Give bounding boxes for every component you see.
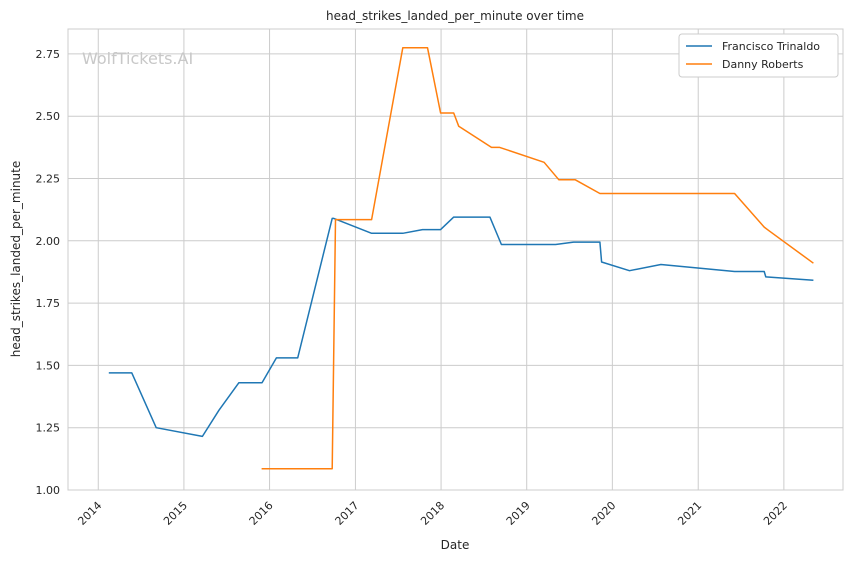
x-tick-label: 2020 bbox=[589, 499, 618, 528]
y-axis-label: head_strikes_landed_per_minute bbox=[9, 161, 23, 358]
gridlines bbox=[68, 29, 843, 491]
x-tick-label: 2015 bbox=[161, 499, 190, 528]
x-tick-label: 2018 bbox=[418, 499, 447, 528]
y-tick-label: 2.25 bbox=[36, 173, 61, 186]
y-tick-label: 2.00 bbox=[36, 235, 61, 248]
x-tick-label: 2022 bbox=[761, 499, 790, 528]
series-line-francisco-trinaldo bbox=[108, 216, 814, 438]
y-tick-label: 1.50 bbox=[36, 359, 61, 372]
x-tick-label: 2021 bbox=[675, 499, 704, 528]
x-tick-label: 2019 bbox=[504, 499, 533, 528]
y-tick-label: 1.75 bbox=[36, 297, 61, 310]
legend-label-trinaldo: Francisco Trinaldo bbox=[722, 40, 820, 53]
series-lines bbox=[108, 46, 814, 470]
legend-label-roberts: Danny Roberts bbox=[722, 58, 804, 71]
y-tick-labels: 1.00 1.25 1.50 1.75 2.00 2.25 2.50 2.75 bbox=[36, 48, 61, 497]
legend: Francisco Trinaldo Danny Roberts bbox=[678, 33, 839, 78]
watermark: WolfTickets.AI bbox=[82, 49, 193, 68]
x-tick-labels: 2014 2015 2016 2017 2018 2019 2020 2021 2022 bbox=[75, 499, 790, 528]
x-axis-label: Date bbox=[441, 538, 470, 552]
y-tick-label: 1.25 bbox=[36, 422, 61, 435]
chart-title: head_strikes_landed_per_minute over time bbox=[326, 9, 584, 23]
x-tick-label: 2014 bbox=[75, 499, 104, 528]
x-tick-label: 2017 bbox=[333, 499, 362, 528]
series-line-danny-roberts bbox=[261, 46, 814, 470]
x-tick-label: 2016 bbox=[247, 499, 276, 528]
legend-box bbox=[678, 33, 839, 78]
y-tick-label: 2.50 bbox=[36, 110, 61, 123]
y-tick-label: 1.00 bbox=[36, 484, 61, 497]
plot-background bbox=[67, 28, 844, 491]
y-tick-label: 2.75 bbox=[36, 48, 61, 61]
